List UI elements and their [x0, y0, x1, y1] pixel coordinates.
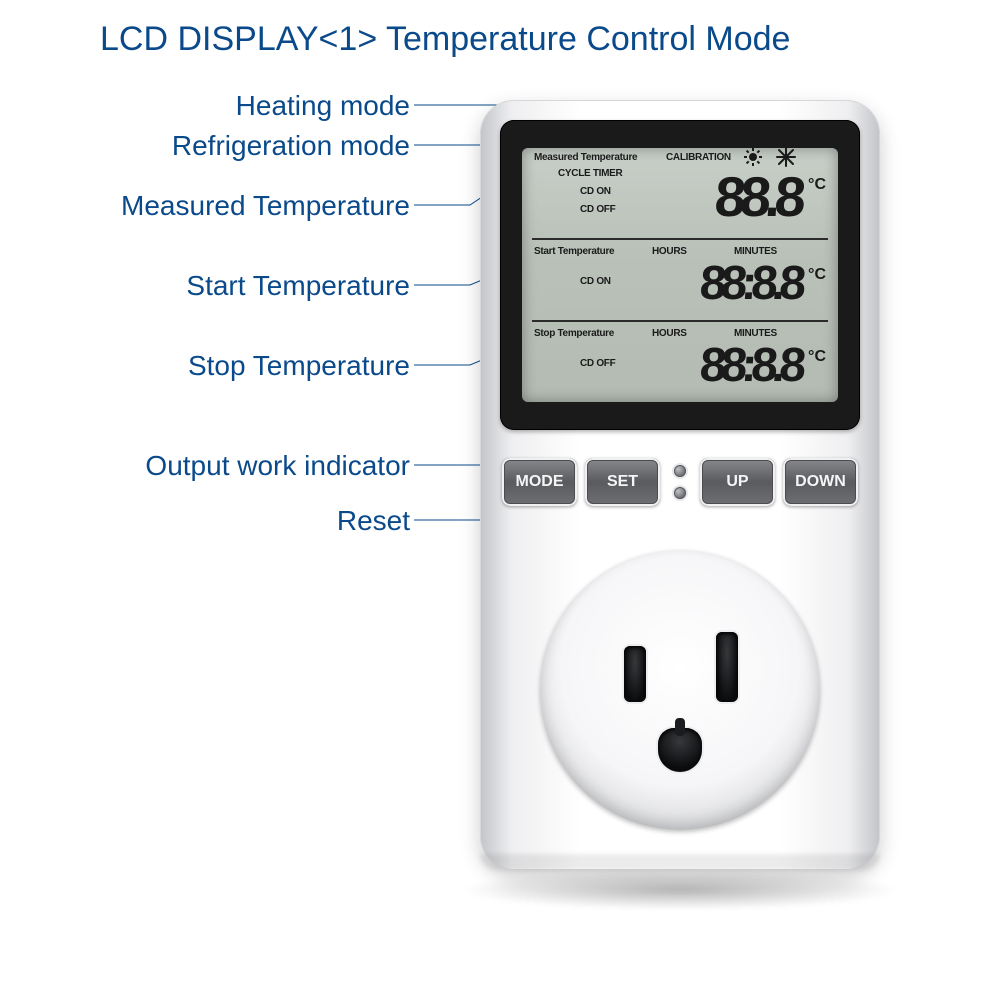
lcd-text-hours1: HOURS — [652, 246, 687, 257]
device-shadow — [460, 870, 900, 910]
lcd-text-cdoff: CD OFF — [580, 204, 615, 215]
output-indicator-led — [674, 465, 686, 477]
lcd-row-measured: Measured Temperature CALIBRATION — [532, 148, 828, 238]
lcd-value-start: 88:8.8 — [698, 256, 802, 311]
button-row: MODE SET UP DOWN — [502, 455, 858, 509]
lcd-text-cdoff2: CD OFF — [580, 358, 615, 369]
lcd-text-hours2: HOURS — [652, 328, 687, 339]
down-button[interactable]: DOWN — [783, 458, 858, 506]
outlet-slot-right — [716, 632, 738, 702]
mode-button[interactable]: MODE — [502, 458, 577, 506]
outlet-ground — [658, 728, 702, 772]
thermostat-device: Measured Temperature CALIBRATION — [480, 100, 880, 870]
reset-hole[interactable] — [674, 487, 686, 499]
lcd-value-measured: 88.8 — [713, 164, 803, 229]
lcd-text-cycle-timer: CYCLE TIMER — [558, 168, 622, 179]
lcd-unit-0: °C — [808, 176, 826, 194]
outlet-face — [540, 550, 820, 830]
led-stack — [668, 465, 692, 499]
outlet-zone — [480, 530, 880, 870]
set-button[interactable]: SET — [585, 458, 660, 506]
lcd-row-start: Start Temperature HOURS MINUTES CD ON 88… — [532, 238, 828, 322]
outlet-slot-left — [624, 646, 646, 702]
lcd-text-cdon1: CD ON — [580, 276, 611, 287]
lcd-text-cdon: CD ON — [580, 186, 611, 197]
lcd-text-measured: Measured Temperature — [534, 152, 637, 163]
lcd-unit-1: °C — [808, 266, 826, 284]
lcd-text-stop: Stop Temperature — [534, 328, 614, 339]
lcd-text-calibration: CALIBRATION — [666, 152, 731, 163]
lcd-row-stop: Stop Temperature HOURS MINUTES CD OFF 88… — [532, 320, 828, 404]
lcd-text-start: Start Temperature — [534, 246, 614, 257]
lcd-unit-2: °C — [808, 348, 826, 366]
lcd-screen: Measured Temperature CALIBRATION — [522, 148, 838, 402]
lcd-bezel: Measured Temperature CALIBRATION — [500, 120, 860, 430]
up-button[interactable]: UP — [700, 458, 775, 506]
lcd-value-stop: 88:8.8 — [698, 338, 802, 393]
